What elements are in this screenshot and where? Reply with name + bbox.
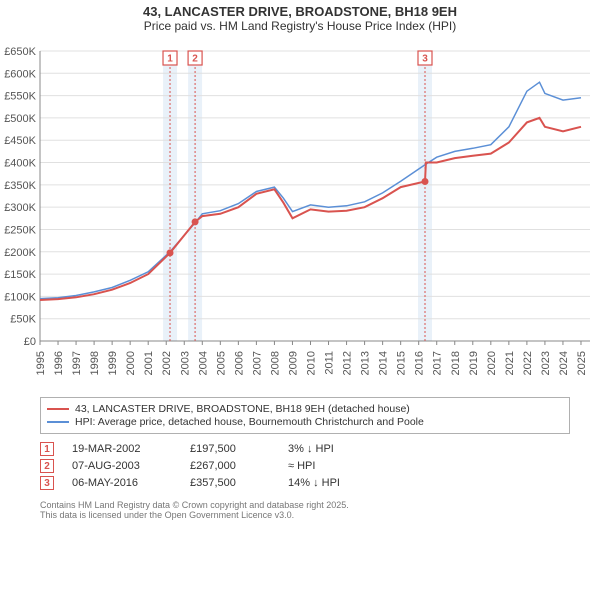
svg-text:£600K: £600K	[4, 68, 36, 80]
chart-area: £0 £50K £100K £150K £200K £250K £300K £350K £400…	[0, 41, 600, 391]
svg-text:2011: 2011	[324, 351, 336, 375]
svg-text:2006: 2006	[233, 351, 245, 375]
svg-text:2016: 2016	[414, 351, 426, 375]
sale-delta: 3% ↓ HPI	[288, 443, 378, 455]
line-chart-svg: £0 £50K £100K £150K £200K £250K £300K £350K £400…	[0, 41, 600, 391]
svg-text:2019: 2019	[468, 351, 480, 375]
chart-title: 43, LANCASTER DRIVE, BROADSTONE, BH18 9E…	[0, 4, 600, 19]
sales-row: 2 07-AUG-2003 £267,000 ≈ HPI	[40, 459, 570, 473]
svg-text:2023: 2023	[540, 351, 552, 375]
legend-item: HPI: Average price, detached house, Bour…	[47, 416, 563, 428]
svg-text:£550K: £550K	[4, 91, 36, 103]
svg-text:£500K: £500K	[4, 113, 36, 125]
svg-text:2012: 2012	[342, 351, 354, 375]
legend: 43, LANCASTER DRIVE, BROADSTONE, BH18 9E…	[40, 397, 570, 434]
svg-text:2013: 2013	[360, 351, 372, 375]
sale-marker-icon: 1	[40, 442, 54, 456]
svg-text:1996: 1996	[53, 351, 65, 375]
legend-label: 43, LANCASTER DRIVE, BROADSTONE, BH18 9E…	[75, 403, 410, 415]
svg-text:2009: 2009	[287, 351, 299, 375]
svg-text:1998: 1998	[89, 351, 101, 375]
svg-text:£450K: £450K	[4, 135, 36, 147]
sales-row: 3 06-MAY-2016 £357,500 14% ↓ HPI	[40, 476, 570, 490]
svg-text:£350K: £350K	[4, 180, 36, 192]
svg-text:2014: 2014	[378, 351, 390, 375]
svg-text:2004: 2004	[197, 351, 209, 375]
svg-text:2025: 2025	[576, 351, 588, 375]
sale-delta: 14% ↓ HPI	[288, 477, 378, 489]
chart-title-block: 43, LANCASTER DRIVE, BROADSTONE, BH18 9E…	[0, 0, 600, 33]
footer-line: Contains HM Land Registry data © Crown c…	[40, 500, 570, 510]
svg-text:1: 1	[167, 54, 173, 65]
svg-text:£150K: £150K	[4, 269, 36, 281]
svg-text:£650K: £650K	[4, 46, 36, 58]
svg-text:2003: 2003	[179, 351, 191, 375]
svg-text:1995: 1995	[35, 351, 47, 375]
svg-text:2020: 2020	[486, 351, 498, 375]
sale-marker-icon: 2	[40, 459, 54, 473]
svg-text:£50K: £50K	[10, 314, 36, 326]
footer: Contains HM Land Registry data © Crown c…	[40, 500, 570, 520]
svg-text:£200K: £200K	[4, 247, 36, 259]
legend-swatch-hpi	[47, 421, 69, 423]
sales-table: 1 19-MAR-2002 £197,500 3% ↓ HPI 2 07-AUG…	[40, 442, 570, 490]
svg-text:1997: 1997	[71, 351, 83, 375]
svg-text:2010: 2010	[305, 351, 317, 375]
sales-row: 1 19-MAR-2002 £197,500 3% ↓ HPI	[40, 442, 570, 456]
sale-date: 19-MAR-2002	[72, 443, 172, 455]
svg-text:£100K: £100K	[4, 291, 36, 303]
sale-date: 07-AUG-2003	[72, 460, 172, 472]
sale-price: £197,500	[190, 443, 270, 455]
svg-text:3: 3	[422, 54, 428, 65]
svg-text:£0: £0	[24, 336, 36, 348]
sale-price: £357,500	[190, 477, 270, 489]
legend-item: 43, LANCASTER DRIVE, BROADSTONE, BH18 9E…	[47, 403, 563, 415]
svg-text:2002: 2002	[161, 351, 173, 375]
svg-text:1999: 1999	[107, 351, 119, 375]
svg-text:£400K: £400K	[4, 158, 36, 170]
sale-price: £267,000	[190, 460, 270, 472]
sale-marker-icon: 3	[40, 476, 54, 490]
svg-text:2022: 2022	[522, 351, 534, 375]
svg-text:2018: 2018	[450, 351, 462, 375]
svg-text:2017: 2017	[432, 351, 444, 375]
sale-delta: ≈ HPI	[288, 460, 378, 472]
legend-label: HPI: Average price, detached house, Bour…	[75, 416, 424, 428]
svg-text:2005: 2005	[215, 351, 227, 375]
svg-text:2000: 2000	[125, 351, 137, 375]
svg-text:2: 2	[192, 54, 198, 65]
svg-text:2007: 2007	[251, 351, 263, 375]
svg-text:2001: 2001	[143, 351, 155, 375]
chart-subtitle: Price paid vs. HM Land Registry's House …	[0, 19, 600, 33]
footer-line: This data is licensed under the Open Gov…	[40, 510, 570, 520]
sale-date: 06-MAY-2016	[72, 477, 172, 489]
legend-swatch-property	[47, 408, 69, 410]
svg-text:2024: 2024	[558, 351, 570, 375]
svg-text:£250K: £250K	[4, 224, 36, 236]
svg-text:2015: 2015	[396, 351, 408, 375]
svg-text:2021: 2021	[504, 351, 516, 375]
svg-text:£300K: £300K	[4, 202, 36, 214]
svg-text:2008: 2008	[269, 351, 281, 375]
